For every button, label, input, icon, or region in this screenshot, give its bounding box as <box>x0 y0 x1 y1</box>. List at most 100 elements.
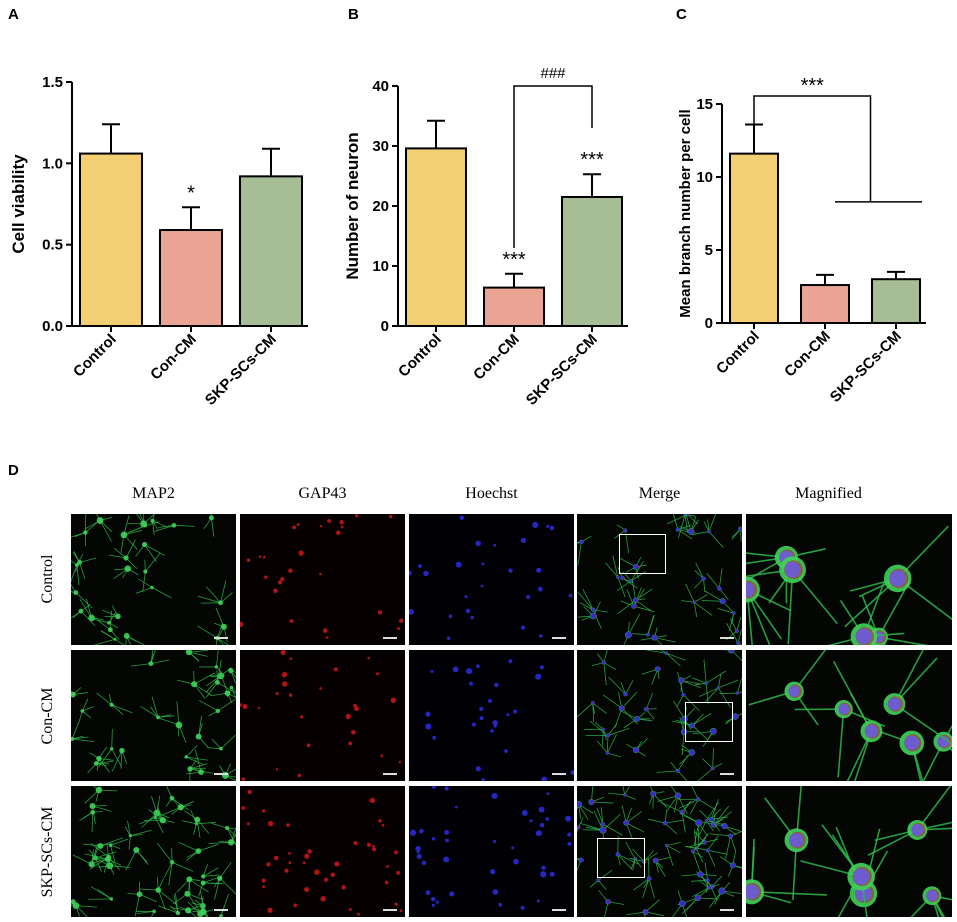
gap43-signal <box>280 650 286 656</box>
cell-body <box>228 667 234 674</box>
neurite <box>189 767 206 770</box>
nucleus <box>508 659 513 664</box>
scale-bar <box>214 909 228 911</box>
neurite <box>85 522 97 533</box>
nucleus <box>707 530 711 534</box>
significance-bracket <box>753 95 872 202</box>
bar-skp-scs-cm <box>871 278 921 325</box>
nucleus <box>704 681 708 685</box>
neurite <box>582 589 594 611</box>
neurite <box>197 625 218 639</box>
neurite <box>693 601 713 616</box>
cell-body <box>115 613 121 620</box>
nucleus <box>421 860 427 866</box>
nucleus <box>889 570 906 587</box>
neurite <box>666 652 686 661</box>
scale-bar <box>214 773 228 775</box>
neurite <box>893 703 952 745</box>
neurite <box>685 583 695 603</box>
nucleus <box>546 524 550 528</box>
neurite <box>111 748 123 768</box>
neurite <box>577 541 582 544</box>
nucleus <box>728 833 733 839</box>
neurite <box>171 861 194 872</box>
row-label-con-cm: Con-CM <box>39 687 56 745</box>
nucleus <box>633 747 639 753</box>
neurite <box>125 539 136 559</box>
gap43-signal <box>289 619 294 623</box>
nucleus <box>615 852 620 857</box>
neurite <box>76 553 84 566</box>
micrograph-map2-row3 <box>71 786 236 917</box>
cell-body <box>220 623 227 630</box>
neurite <box>110 845 116 862</box>
nucleus <box>650 791 656 797</box>
nucleus <box>784 561 801 578</box>
y-tick-label: 10 <box>696 169 713 186</box>
neurite <box>681 873 701 877</box>
nucleus <box>504 749 508 754</box>
nucleus <box>492 839 497 844</box>
neurite <box>186 756 208 761</box>
nucleus <box>599 827 607 834</box>
gap43-signal <box>377 610 383 615</box>
nucleus <box>616 575 620 579</box>
neurite <box>608 676 626 695</box>
nucleus <box>464 595 468 599</box>
neurite <box>92 805 96 825</box>
gap43-signal <box>288 861 292 865</box>
nucleus <box>568 593 573 598</box>
cell-body <box>96 755 102 762</box>
neurite <box>931 894 952 901</box>
nucleus <box>469 681 474 686</box>
neurite <box>154 524 175 532</box>
neurite <box>597 740 608 754</box>
neurite <box>163 862 173 878</box>
neurite <box>691 879 708 882</box>
y-tick-label: 40 <box>372 78 389 95</box>
nucleus <box>416 853 422 859</box>
neurite <box>655 860 666 877</box>
neurite <box>793 650 827 692</box>
nucleus <box>864 724 879 738</box>
scale-bar <box>383 909 397 911</box>
neurite <box>698 799 717 811</box>
neurite <box>709 833 731 837</box>
cell-body <box>141 541 148 548</box>
nucleus <box>448 614 453 619</box>
neurite <box>134 894 140 917</box>
gap43-signal <box>319 687 322 690</box>
neurite <box>666 845 681 854</box>
neurite <box>176 879 190 893</box>
gap43-signal <box>288 852 291 855</box>
gap43-signal <box>261 878 266 883</box>
cell-body <box>133 846 140 854</box>
nucleus <box>688 749 695 756</box>
cell-body <box>88 614 95 622</box>
gap43-signal <box>267 820 274 827</box>
nucleus <box>430 896 436 902</box>
nucleus <box>492 889 499 895</box>
cell-body <box>123 632 130 639</box>
nucleus <box>466 667 473 675</box>
nucleus <box>705 878 710 882</box>
cell-body <box>208 515 215 521</box>
neurite <box>220 580 227 603</box>
scale-bar <box>552 909 566 911</box>
neurite <box>217 698 236 712</box>
neurite <box>664 822 678 835</box>
cell-body <box>200 880 206 886</box>
neurite <box>737 691 742 694</box>
neurite <box>207 747 222 750</box>
nucleus <box>646 632 650 637</box>
nucleus <box>590 613 597 620</box>
neurite <box>196 822 217 825</box>
cell-body <box>155 887 162 893</box>
cell-body <box>171 523 177 528</box>
neurite <box>692 713 712 726</box>
neurite <box>219 877 236 895</box>
neurite <box>187 893 202 913</box>
nucleus <box>596 878 600 882</box>
nucleus <box>746 884 760 900</box>
nucleus <box>591 608 596 612</box>
